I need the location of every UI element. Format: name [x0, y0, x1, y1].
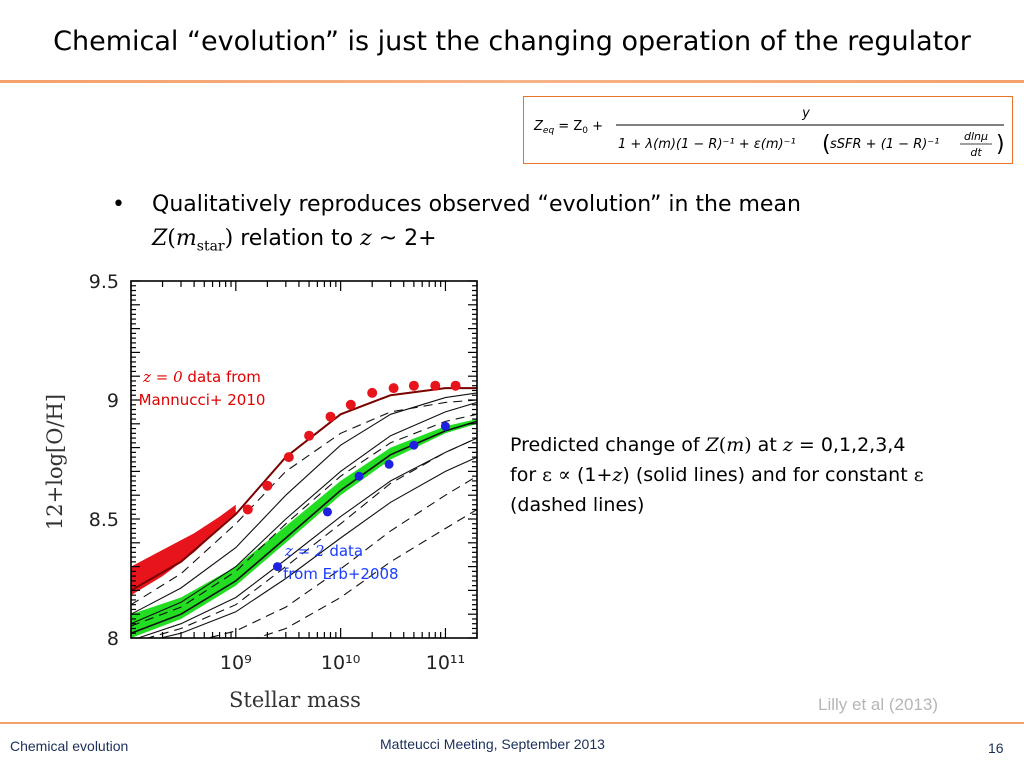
y-tick-label: 8.5 [89, 509, 119, 531]
eq-dt: dt [970, 146, 982, 159]
model-line-solid-5 [158, 456, 477, 638]
z0-data-point [325, 411, 336, 422]
footer-center: Matteucci Meeting, September 2013 [380, 736, 605, 752]
page-number: 16 [988, 740, 1004, 756]
axis-ticks [130, 280, 478, 639]
eq-numerator: y [801, 106, 810, 121]
z0-data-point [388, 383, 399, 394]
eq-close-paren: ) [996, 132, 1005, 157]
data-points [242, 380, 461, 572]
z0-data-point [345, 399, 356, 410]
annotation-z0: z = 0 data from Mannucci+ 2010 [139, 368, 266, 409]
z2-data-point [354, 471, 364, 481]
z2-data-point [323, 507, 332, 517]
x-tick-label: 10⁹ [220, 652, 252, 674]
x-tick-label: 10¹⁰ [321, 652, 360, 674]
eq-paren-content: sSFR + (1 − R)⁻¹ [830, 137, 939, 152]
y-tick-label: 9.5 [89, 271, 119, 293]
model-line-dashed-9 [206, 475, 477, 638]
title-divider [0, 80, 1024, 83]
z2-data-point [440, 421, 450, 431]
mass-metallicity-chart: 8 8.5 9 9.5 10⁹ 10¹⁰ 10¹¹ Stellar mass 12+log[… [43, 271, 478, 712]
z0-data-point [242, 504, 253, 515]
z2-data-point [384, 459, 394, 469]
eq-denominator: 1 + λ(m)(1 − R)⁻¹ + ε(m)⁻¹ [618, 137, 796, 152]
bullet-text: Qualitatively reproduces observed “evolu… [152, 188, 892, 263]
z0-data-point [367, 387, 378, 398]
model-bands [131, 419, 477, 638]
x-tick-label: 10¹¹ [426, 652, 465, 674]
axis-tick-labels: 8 8.5 9 9.5 10⁹ 10¹⁰ 10¹¹ [89, 271, 465, 674]
eq-lhs: Zeq = Z0 + [533, 119, 603, 136]
model-line-solid-z2-3 [131, 420, 477, 634]
regulator-equation: Zeq = Z0 + y 1 + λ(m)(1 − R)⁻¹ + ε(m)⁻¹ … [533, 106, 1005, 159]
y-tick-label: 8 [107, 628, 119, 650]
z0-data-point [408, 380, 419, 391]
citation: Lilly et al (2013) [818, 695, 939, 714]
y-axis-label: 12+log[O/H] [43, 394, 67, 530]
eq-open-paren: ( [822, 132, 831, 157]
z0-data-point [430, 380, 441, 391]
green-band [131, 419, 477, 638]
prediction-line-3: (dashed lines) [510, 494, 645, 516]
bullet-line-2: Z(mstar) relation to z ~ 2+ [152, 226, 437, 255]
model-line-dashed-8 [145, 437, 477, 638]
model-line-solid-1 [131, 392, 477, 615]
z2-data-point [409, 440, 419, 450]
model-line-solid-2 [131, 401, 477, 625]
bullet-dot: • [112, 192, 125, 217]
footer-left: Chemical evolution [10, 738, 129, 754]
red-band [131, 504, 236, 596]
model-lines [131, 387, 477, 638]
z2-data-point [273, 562, 282, 572]
annotation-z2: z = 2 data from Erb+2008 [283, 542, 399, 583]
annotation-z2-line2: from Erb+2008 [283, 565, 399, 583]
prediction-line-2: for ε ∝ (1+z) (solid lines) and for cons… [510, 464, 924, 486]
plot-frame [130, 280, 478, 639]
z0-data-point [450, 380, 461, 391]
model-line-solid-z0-0 [131, 387, 477, 592]
model-line-dashed-7 [131, 413, 477, 627]
slide-title: Chemical “evolution” is just the changin… [53, 26, 971, 57]
annotation-z0-line1: z = 0 data from [142, 368, 261, 386]
y-tick-label: 9 [107, 390, 119, 412]
prediction-caption: Predicted change of Z(m) at z = 0,1,2,3,… [510, 430, 990, 520]
prediction-line-1: Predicted change of Z(m) at z = 0,1,2,3,… [510, 434, 906, 456]
annotation-z2-line1: z = 2 data [284, 542, 363, 560]
model-line-dashed-10 [255, 509, 477, 638]
eq-dlnmu: dlnμ [964, 130, 988, 143]
z0-data-point [262, 480, 273, 491]
bullet-line-1: Qualitatively reproduces observed “evolu… [152, 192, 801, 217]
annotation-z0-line2: Mannucci+ 2010 [139, 391, 266, 409]
footer-divider [0, 722, 1024, 724]
z0-data-point [283, 452, 294, 463]
z0-data-point [304, 430, 315, 441]
x-axis-label: Stellar mass [229, 688, 361, 712]
regulator-equation-box: Zeq = Z0 + y 1 + λ(m)(1 − R)⁻¹ + ε(m)⁻¹ … [523, 96, 1013, 164]
